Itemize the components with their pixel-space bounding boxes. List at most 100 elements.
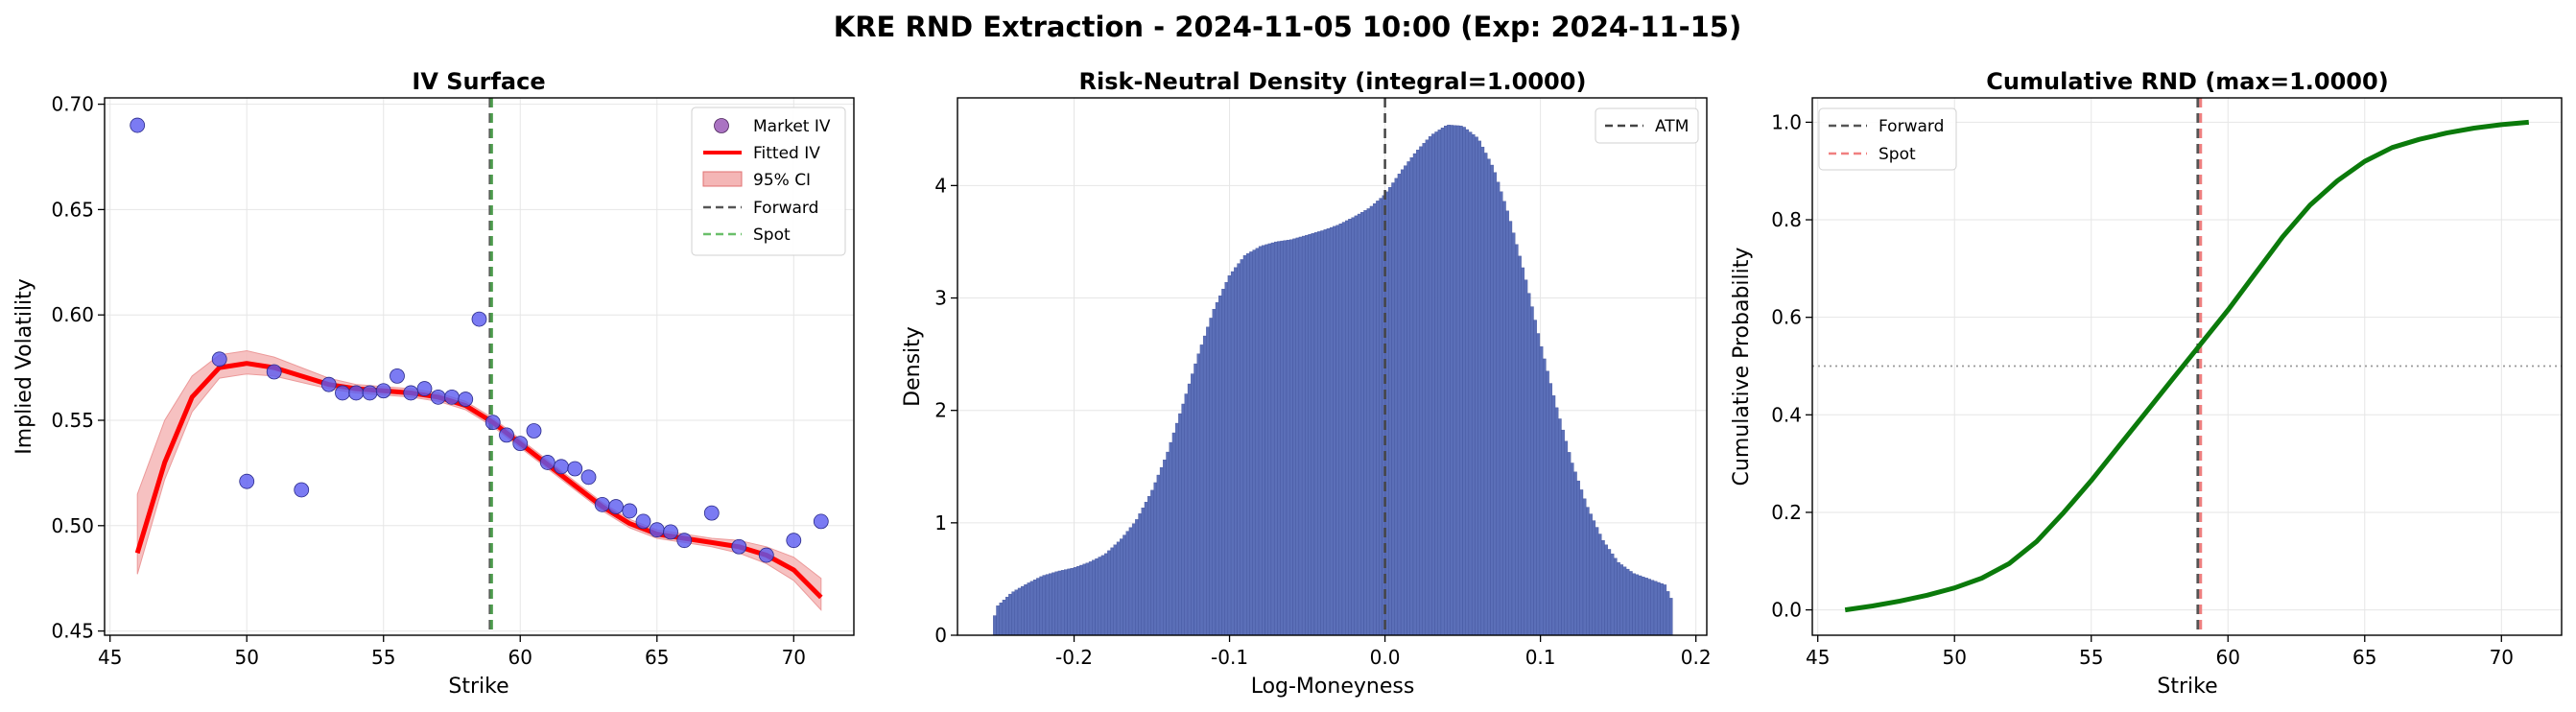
density-bar <box>1181 403 1185 636</box>
density-bar <box>1412 153 1417 636</box>
density-bar <box>1215 302 1219 636</box>
iv-surface-ticks: 45 50 55 60 65 70 0.45 0.50 0.55 0.60 0.65 0.70 <box>51 93 806 669</box>
iv-market-point <box>499 427 514 443</box>
density-bar <box>1440 128 1445 636</box>
density-xtick-label: 0.1 <box>1525 646 1556 669</box>
density-bar <box>1586 507 1590 636</box>
density-bar <box>1131 523 1136 636</box>
density-bar <box>1292 238 1296 636</box>
iv-market-point <box>663 524 678 540</box>
density-bar <box>1191 373 1194 636</box>
density-bar <box>1444 125 1448 636</box>
density-xtick-label: 0.2 <box>1681 646 1712 669</box>
legend-forward-label: Forward <box>753 199 818 218</box>
density-bar <box>1422 143 1427 636</box>
density-bar <box>1406 161 1410 636</box>
cdf-ytick-label: 0.2 <box>1771 501 1802 524</box>
density-bar <box>1335 225 1339 636</box>
density-bar <box>1070 568 1075 636</box>
density-bar <box>1036 578 1040 636</box>
iv-market-point <box>635 513 651 530</box>
density-bar <box>1021 585 1025 636</box>
iv-market-point <box>813 513 829 530</box>
density-bar <box>1218 296 1222 636</box>
density-bar <box>1017 587 1022 636</box>
cumulative-ticks: 45 50 55 60 65 70 0.0 0.2 0.4 0.6 0.8 1.0 <box>1771 110 2514 669</box>
density-bar <box>1561 429 1565 636</box>
iv-market-point <box>239 473 255 489</box>
density-bar <box>1434 131 1438 636</box>
density-bar <box>1604 544 1608 636</box>
density-bar <box>1391 182 1395 636</box>
density-bar <box>1480 146 1485 636</box>
density-bar <box>1657 581 1661 636</box>
density-bar <box>1366 208 1371 636</box>
density-bar <box>1641 576 1645 636</box>
density-bar <box>1601 539 1605 636</box>
density-bar <box>1477 140 1481 636</box>
cdf-xtick-label: 45 <box>1806 646 1830 669</box>
cdf-curve <box>1844 119 2530 613</box>
iv-surface-xlabel: Strike <box>448 675 508 699</box>
density-bar <box>1092 559 1096 636</box>
density-bar <box>1521 267 1525 636</box>
density-bar <box>1103 553 1108 636</box>
density-bar <box>1039 576 1043 636</box>
density-bar <box>1404 165 1407 636</box>
density-bar <box>1267 243 1272 636</box>
density-bar <box>1323 229 1328 636</box>
density-ytick-label: 3 <box>934 287 947 310</box>
density-bar <box>1067 568 1071 636</box>
density-bar <box>1629 571 1633 636</box>
density-bar <box>1487 158 1491 636</box>
density-bar <box>1159 466 1164 636</box>
density-bar <box>1156 474 1161 636</box>
density-bar <box>1286 239 1290 636</box>
iv-ytick-label: 0.45 <box>51 620 94 643</box>
density-bar <box>1289 239 1293 636</box>
density-bar <box>1085 562 1090 636</box>
density-bar <box>1536 333 1541 636</box>
density-bar <box>1666 591 1670 636</box>
legend-market-iv-marker <box>714 118 729 133</box>
iv-ytick-label: 0.65 <box>51 198 94 221</box>
density-bar <box>1178 413 1182 636</box>
iv-surface-reference-lines <box>488 98 493 635</box>
density-bar <box>1437 130 1442 636</box>
density-bar <box>1252 249 1257 636</box>
density-xtick-label: -0.2 <box>1055 646 1093 669</box>
iv-market-point <box>444 389 460 405</box>
density-bar <box>1075 565 1080 636</box>
cdf-xtick-label: 60 <box>2216 646 2240 669</box>
iv-surface-market-points <box>130 117 829 563</box>
legend-ci-swatch <box>702 171 743 187</box>
iv-ytick-label: 0.70 <box>51 93 94 116</box>
legend-atm-label: ATM <box>1655 117 1689 136</box>
density-bar <box>1277 241 1281 636</box>
density-bar <box>1098 557 1102 636</box>
density-bar <box>1511 232 1516 636</box>
density-bar <box>1320 230 1324 636</box>
density-bar <box>1237 263 1241 636</box>
cdf-xtick-label: 65 <box>2352 646 2376 669</box>
iv-fitted-curve <box>134 361 823 600</box>
iv-market-point <box>594 496 610 512</box>
density-xtick-label: -0.1 <box>1211 646 1248 669</box>
density-bars <box>993 125 1673 636</box>
density-bar <box>1388 186 1392 636</box>
density-bar <box>1280 240 1284 636</box>
iv-market-point <box>458 392 474 407</box>
legend-fitted-iv-label: Fitted IV <box>753 144 820 163</box>
density-bar <box>1372 202 1377 636</box>
iv-surface-legend: Market IV Fitted IV 95% CI Forward Spot <box>691 107 846 256</box>
iv-market-point <box>375 383 391 399</box>
density-bar <box>1462 127 1466 636</box>
density-bar <box>1483 153 1488 636</box>
density-bar <box>1135 519 1139 636</box>
cumulative-title: Cumulative RND (max=1.0000) <box>1986 68 2388 95</box>
density-bar <box>1120 538 1123 636</box>
iv-market-point <box>348 385 365 401</box>
density-ytick-label: 2 <box>934 399 947 422</box>
density-xlabel: Log-Moneyness <box>1251 675 1415 699</box>
density-bar <box>1249 251 1253 636</box>
